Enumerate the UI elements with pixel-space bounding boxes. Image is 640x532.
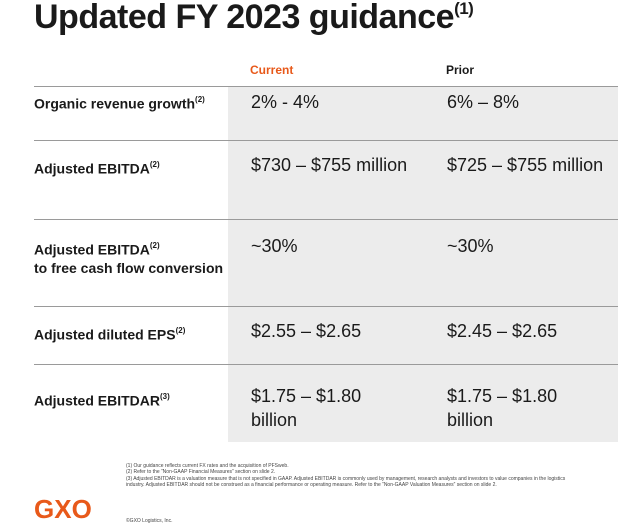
row-current-value: $730 – $755 million <box>251 155 408 175</box>
divider <box>34 86 618 87</box>
row-current-value: $1.75 – $1.80 billion <box>251 386 362 430</box>
page-title: Updated FY 2023 guidance(1) <box>34 0 474 36</box>
column-header-prior: Prior <box>446 63 475 77</box>
row-current-value: 2% - 4% <box>251 92 320 112</box>
row-prior-value: $1.75 – $1.80 billion <box>447 386 558 430</box>
row-label-adjusted-ebitda-fcf-conversion: Adjusted EBITDA(2) to free cash flow conv… <box>34 241 224 276</box>
current-column-band <box>228 86 618 442</box>
row-label-adjusted-diluted-eps: Adjusted diluted EPS(2) <box>34 326 186 343</box>
footnotes: (1) Our guidance reflects current FX rat… <box>126 463 566 489</box>
row-label-adjusted-ebitdar: Adjusted EBITDAR(3) <box>34 392 170 409</box>
copyright: ©GXO Logistics, Inc. <box>126 518 173 524</box>
row-prior-value: 6% – 8% <box>447 92 520 112</box>
row-current-value: $2.55 – $2.65 <box>251 321 362 341</box>
row-label-adjusted-ebitda: Adjusted EBITDA(2) <box>34 160 160 177</box>
row-prior-value: ~30% <box>447 236 494 256</box>
divider <box>34 306 618 307</box>
footnote: (2) Refer to the “Non-GAAP Financial Mea… <box>126 469 276 476</box>
footnote: (3) Adjusted EBITDAR is a valuation meas… <box>126 475 566 489</box>
divider <box>34 219 618 220</box>
footnote: (1) Our guidance reflects current FX rat… <box>126 463 289 469</box>
row-label-organic-revenue-growth: Organic revenue growth(2) <box>34 95 205 112</box>
column-header-current: Current <box>250 63 294 77</box>
row-current-value: ~30% <box>251 236 298 256</box>
gxo-logo: GXO <box>34 494 92 524</box>
row-prior-value: $725 – $755 million <box>447 155 604 175</box>
divider <box>34 364 618 365</box>
divider <box>34 140 618 141</box>
row-prior-value: $2.45 – $2.65 <box>447 321 558 341</box>
